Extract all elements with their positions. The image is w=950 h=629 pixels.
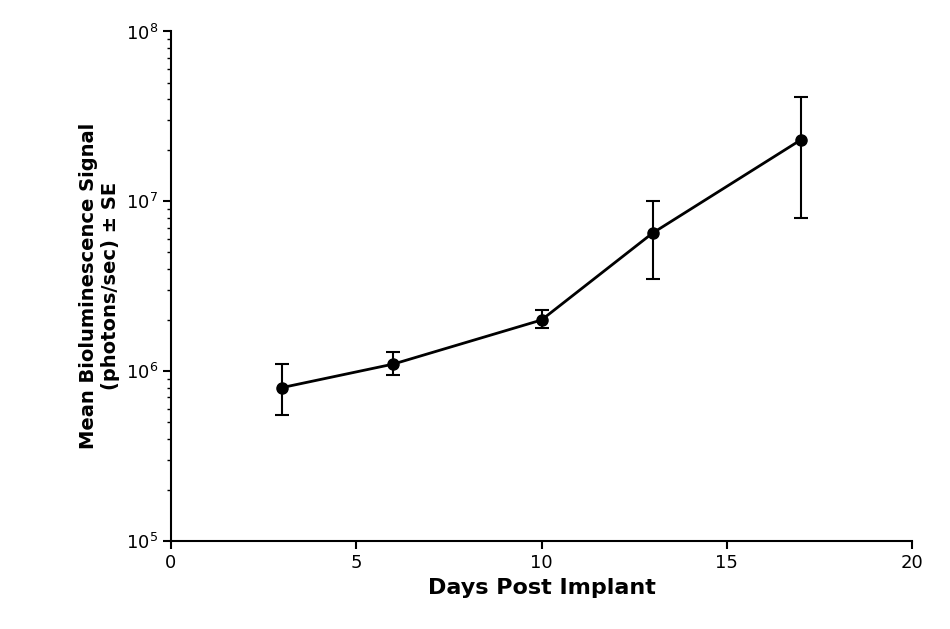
X-axis label: Days Post Implant: Days Post Implant — [428, 577, 656, 598]
Y-axis label: Mean Bioluminescence Signal
(photons/sec) ± SE: Mean Bioluminescence Signal (photons/sec… — [79, 123, 120, 449]
